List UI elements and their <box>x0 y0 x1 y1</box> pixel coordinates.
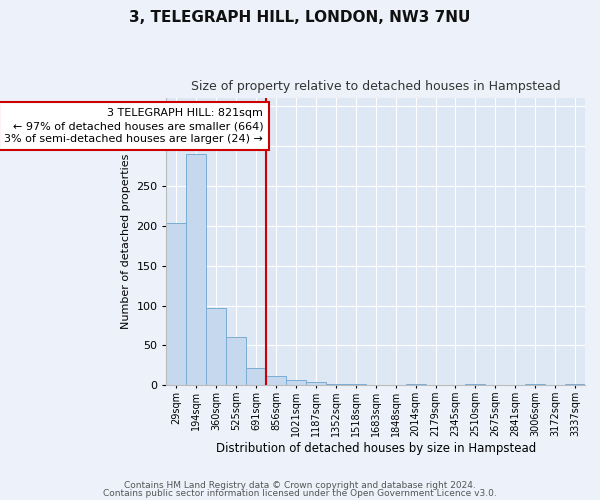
Text: Contains HM Land Registry data © Crown copyright and database right 2024.: Contains HM Land Registry data © Crown c… <box>124 481 476 490</box>
Bar <box>306 382 326 386</box>
Bar <box>266 376 286 386</box>
Bar <box>346 384 366 386</box>
Text: 3, TELEGRAPH HILL, LONDON, NW3 7NU: 3, TELEGRAPH HILL, LONDON, NW3 7NU <box>130 10 470 25</box>
Bar <box>565 384 585 386</box>
Text: Contains public sector information licensed under the Open Government Licence v3: Contains public sector information licen… <box>103 488 497 498</box>
Bar <box>187 154 206 386</box>
Y-axis label: Number of detached properties: Number of detached properties <box>121 154 131 330</box>
Bar <box>286 380 306 386</box>
Bar <box>246 368 266 386</box>
X-axis label: Distribution of detached houses by size in Hampstead: Distribution of detached houses by size … <box>215 442 536 455</box>
Bar <box>525 384 545 386</box>
Bar <box>466 384 485 386</box>
Bar <box>206 308 226 386</box>
Bar <box>226 338 246 386</box>
Text: 3 TELEGRAPH HILL: 821sqm
← 97% of detached houses are smaller (664)
3% of semi-d: 3 TELEGRAPH HILL: 821sqm ← 97% of detach… <box>4 108 263 144</box>
Title: Size of property relative to detached houses in Hampstead: Size of property relative to detached ho… <box>191 80 560 93</box>
Bar <box>166 222 187 386</box>
Bar <box>406 384 425 386</box>
Bar <box>326 384 346 386</box>
